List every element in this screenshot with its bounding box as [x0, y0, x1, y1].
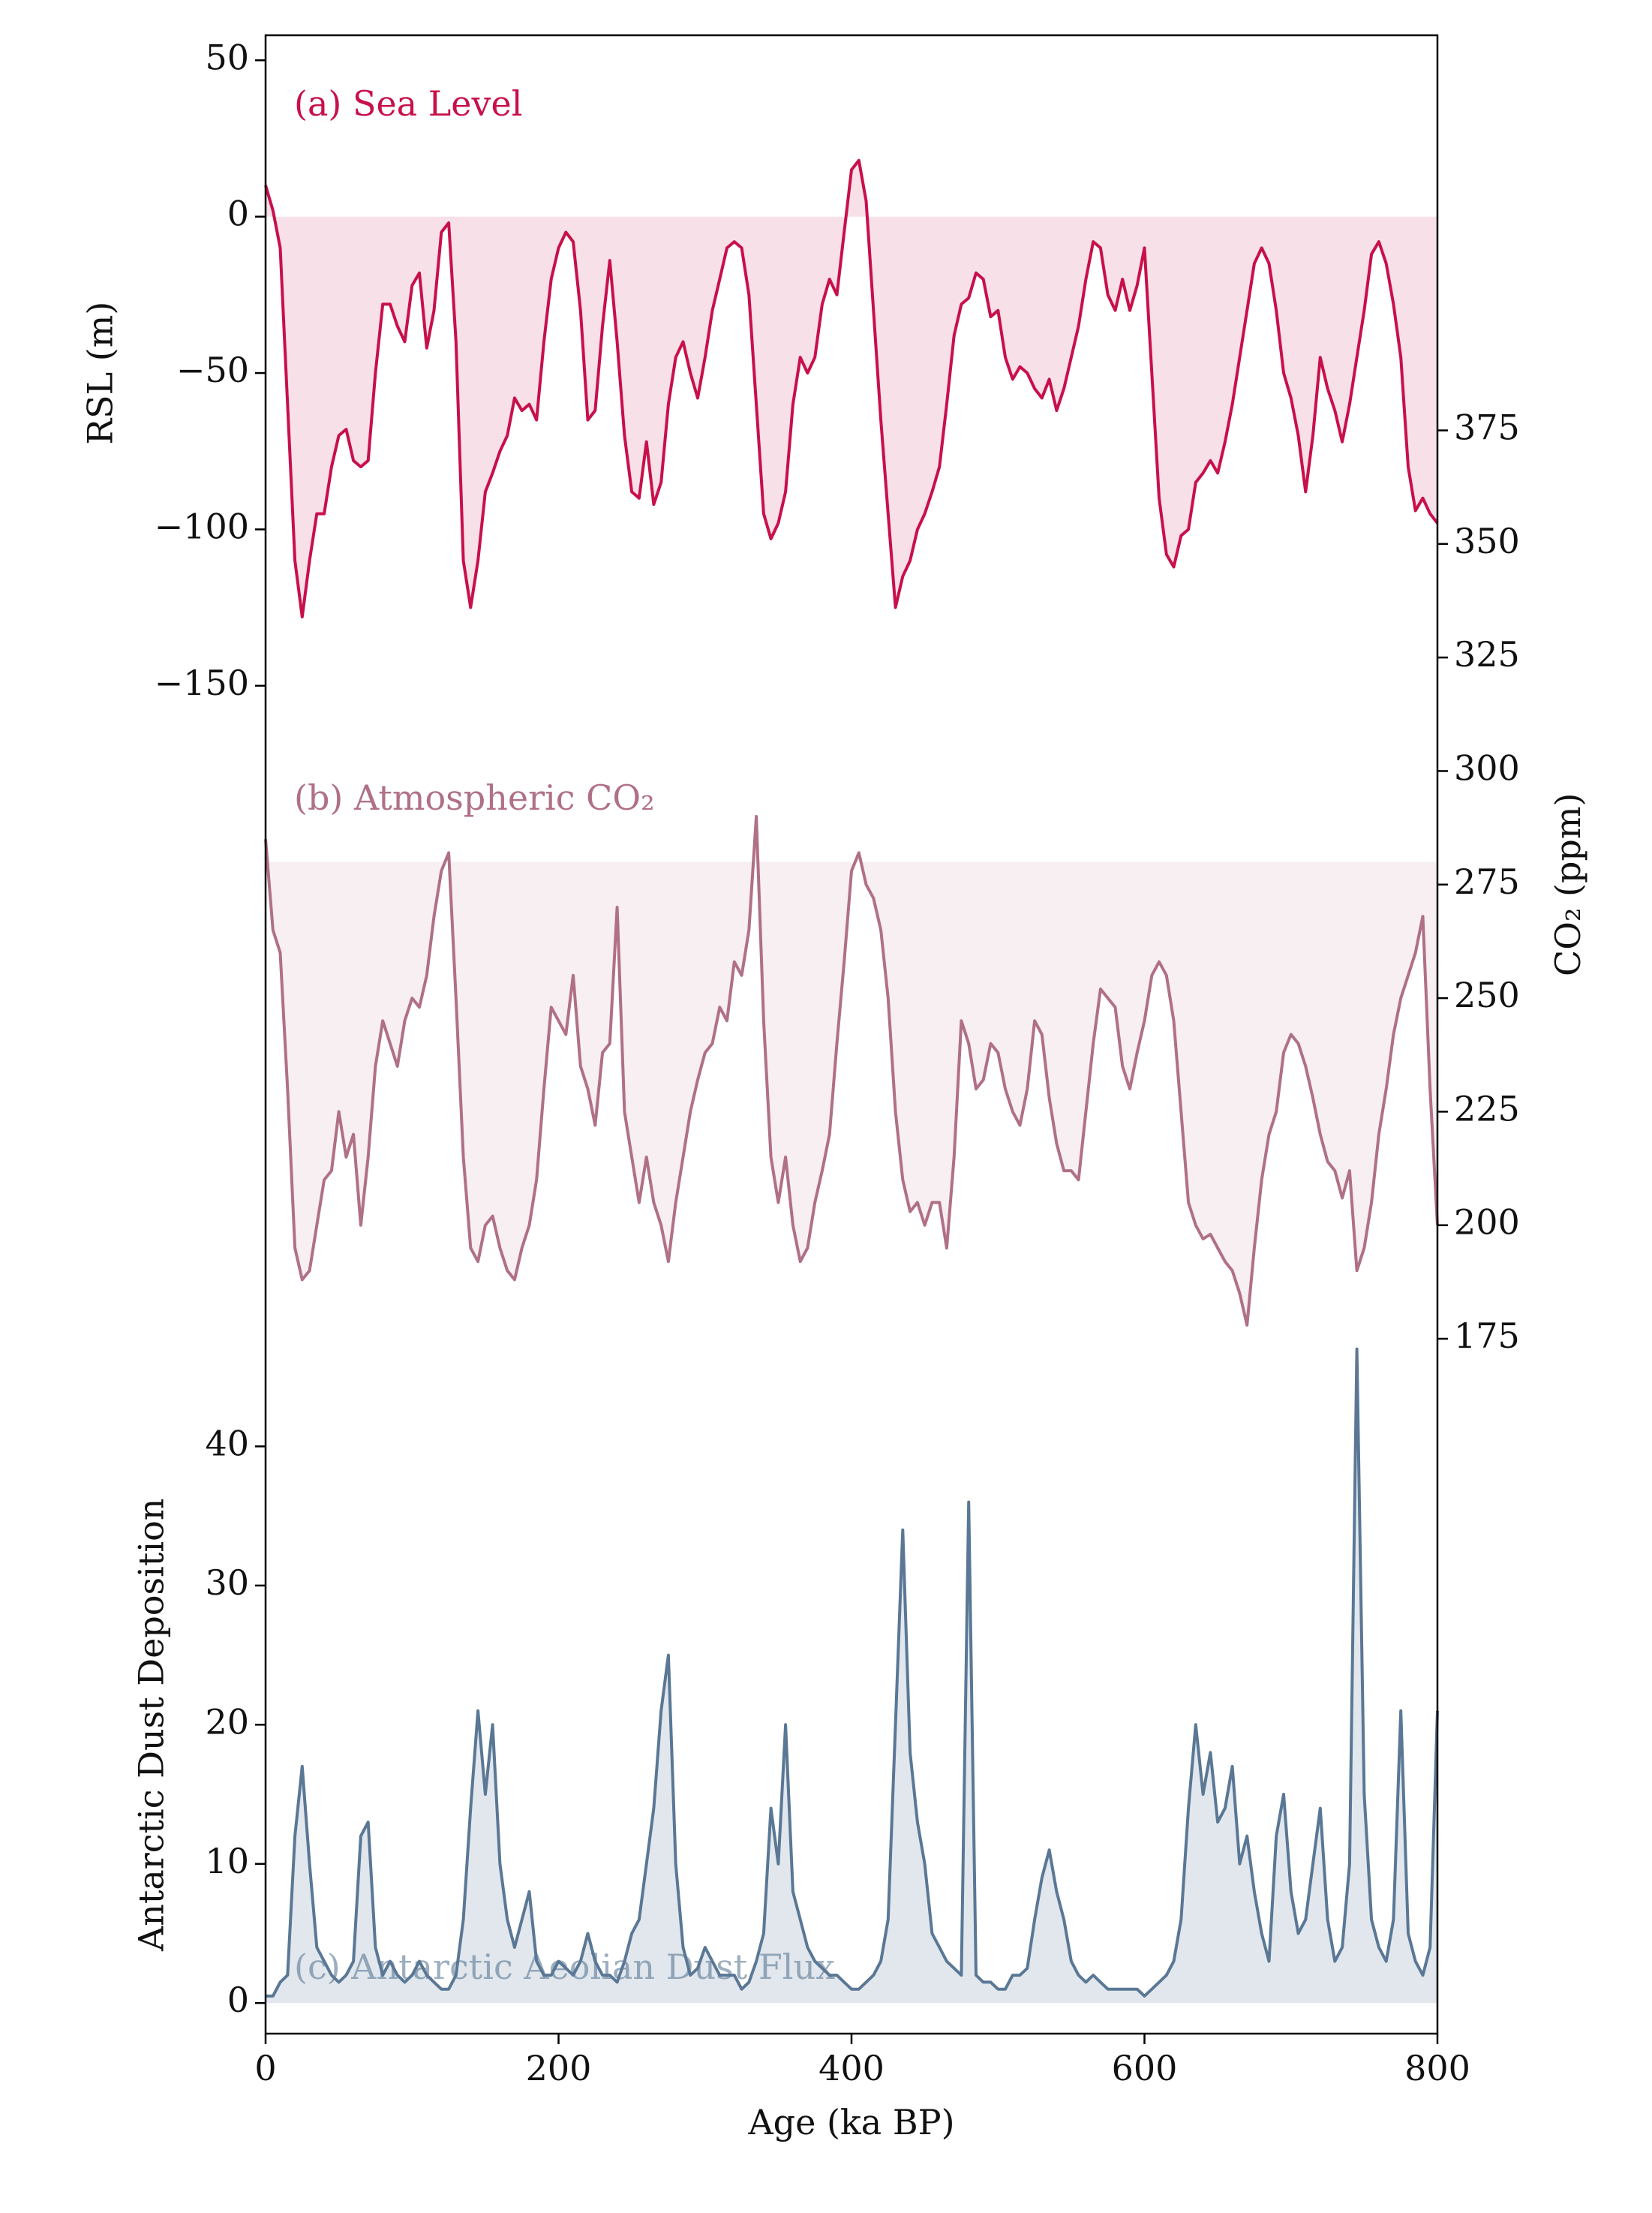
axes-frame: [264, 34, 1439, 2035]
y-tick-label: 275: [1454, 861, 1520, 902]
x-tick-label: 600: [1112, 2048, 1178, 2088]
y-tick-label: 325: [1454, 634, 1520, 675]
plot-layer: (a) Sea Level 50 0 −50 −100 −150 (b) Atmospher…: [80, 34, 1588, 2142]
y-axis-label: CO₂ (ppm): [1548, 793, 1588, 976]
y-tick-label: 30: [205, 1562, 249, 1603]
y-tick-label: −100: [155, 506, 249, 546]
y-tick-label: 175: [1454, 1315, 1520, 1356]
y-tick-label: 300: [1454, 747, 1520, 788]
x-tick-label: 0: [254, 2048, 276, 2088]
fill-area: [266, 1349, 1437, 2004]
data-line: [264, 158, 1439, 619]
x-tick-label: 200: [526, 2048, 592, 2088]
y-tick-label: 375: [1454, 407, 1520, 448]
fill-area: [266, 160, 1437, 618]
y-axis-label: Antarctic Dust Deposition: [131, 1499, 171, 1952]
y-tick-label: 225: [1454, 1088, 1520, 1129]
y-tick-label: 40: [205, 1423, 249, 1463]
y-tick-label: 250: [1454, 975, 1520, 1015]
y-tick-label: 10: [205, 1841, 249, 1881]
y-tick-label: −150: [155, 663, 249, 703]
y-axis-label: RSL (m): [80, 302, 121, 445]
y-tick-label: 0: [227, 194, 249, 234]
x-tick-label: 800: [1404, 2048, 1470, 2088]
data-line: [264, 815, 1439, 1327]
y-tick-label: 0: [227, 1980, 249, 2020]
fill-area: [266, 816, 1437, 1325]
y-tick-label: 350: [1454, 521, 1520, 561]
y-tick-label: 200: [1454, 1202, 1520, 1243]
y-tick-label: −50: [176, 350, 249, 390]
panel-annotation: (b) Atmospheric CO₂: [294, 777, 655, 818]
panel-annotation: (a) Sea Level: [294, 83, 522, 124]
y-tick-label: 20: [205, 1701, 249, 1742]
data-line: [266, 1347, 1439, 1998]
x-tick-label: 400: [818, 2048, 885, 2088]
x-axis-label: Age (ka BP): [747, 2102, 954, 2142]
y-tick-label: 50: [205, 37, 249, 77]
